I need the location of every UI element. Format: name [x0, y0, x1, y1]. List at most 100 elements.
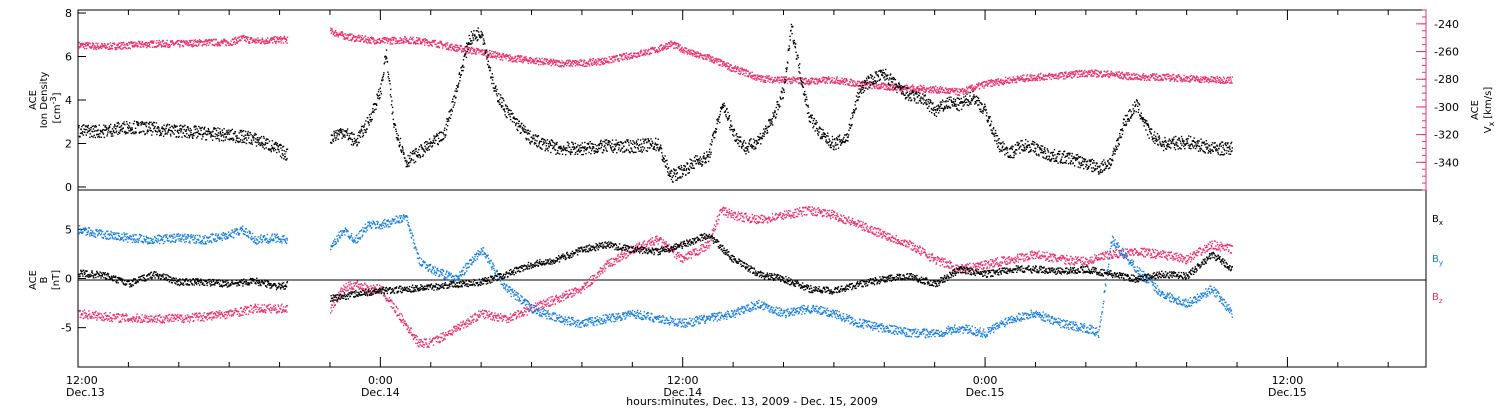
velocity-point — [373, 39, 375, 42]
velocity-point — [175, 41, 178, 43]
velocity-point — [797, 77, 799, 79]
velocity-point — [751, 75, 754, 78]
velocity-point — [542, 61, 544, 64]
velocity-point — [952, 89, 954, 91]
velocity-point — [924, 91, 926, 94]
velocity-point — [468, 48, 470, 50]
velocity-point — [1219, 76, 1221, 78]
ion-density-point — [78, 125, 80, 127]
velocity-point — [889, 86, 892, 88]
velocity-point — [851, 84, 853, 87]
velocity-point — [658, 48, 660, 50]
ion-density-point — [111, 128, 114, 130]
velocity-point — [373, 43, 376, 45]
ion-density-point — [556, 143, 558, 146]
velocity-point — [909, 87, 911, 89]
ion-density-point — [277, 148, 279, 150]
ion-density-point — [461, 65, 464, 67]
ion-density-point — [515, 124, 517, 126]
ion-density-point — [81, 133, 83, 135]
ion-density-point — [79, 135, 81, 138]
velocity-point — [449, 46, 452, 49]
ion-density-point — [567, 144, 569, 147]
velocity-point — [1045, 75, 1047, 77]
velocity-point — [195, 41, 197, 43]
velocity-point — [853, 80, 855, 82]
velocity-point — [115, 47, 117, 49]
ion-density-point — [654, 142, 656, 144]
ion-density-point — [151, 124, 153, 126]
velocity-point — [389, 39, 391, 41]
velocity-point — [146, 46, 148, 49]
ion-density-point — [503, 109, 505, 111]
velocity-point — [100, 47, 103, 50]
ion-density-point — [395, 128, 397, 130]
velocity-point — [909, 90, 911, 93]
top-left-tick-label-1: 2 — [65, 138, 72, 151]
ion-density-point — [617, 141, 619, 144]
ion-density-point — [333, 135, 336, 137]
velocity-point — [1092, 70, 1094, 73]
velocity-point — [1154, 78, 1156, 80]
ion-density-point — [685, 169, 687, 171]
velocity-point — [694, 51, 697, 54]
ion-density-point — [274, 143, 276, 145]
ion-density-point — [732, 130, 734, 133]
velocity-point — [987, 83, 989, 85]
x-tick-time-4: 12:00 — [1272, 374, 1304, 387]
ion-density-point — [607, 144, 609, 146]
ion-density-point — [475, 38, 477, 40]
velocity-point — [115, 48, 118, 51]
velocity-point — [640, 49, 642, 51]
velocity-point — [666, 47, 668, 50]
ion-density-point — [741, 147, 743, 149]
velocity-point — [718, 64, 721, 67]
velocity-point — [531, 61, 533, 63]
velocity-point — [495, 57, 497, 60]
velocity-point — [1221, 79, 1223, 81]
ion-density-point — [476, 36, 478, 38]
velocity-point — [148, 45, 150, 47]
velocity-point — [728, 69, 731, 71]
ion-density-point — [656, 146, 659, 149]
velocity-point — [1097, 70, 1100, 73]
velocity-point — [1069, 73, 1072, 75]
velocity-point — [823, 76, 826, 79]
ion-density-point — [345, 131, 348, 134]
ion-density-point — [701, 165, 703, 167]
ion-density-point — [201, 138, 203, 140]
ion-density-point — [599, 148, 601, 150]
velocity-point — [893, 83, 895, 85]
velocity-point — [953, 89, 955, 92]
velocity-point — [353, 35, 355, 37]
velocity-point — [453, 45, 456, 48]
velocity-point — [946, 91, 948, 93]
velocity-point — [526, 59, 528, 61]
velocity-point — [959, 91, 961, 94]
velocity-point — [656, 49, 658, 51]
velocity-point — [1188, 77, 1190, 79]
velocity-point — [978, 87, 981, 90]
velocity-point — [416, 40, 419, 42]
ion-density-point — [268, 148, 270, 150]
velocity-point — [754, 77, 756, 79]
velocity-point — [161, 41, 163, 43]
velocity-point — [1074, 70, 1076, 72]
velocity-point — [283, 36, 286, 39]
ion-density-point — [255, 133, 257, 136]
ion-density-point — [400, 151, 403, 153]
ion-density-point — [130, 132, 132, 135]
ion-density-point — [450, 108, 453, 110]
ion-density-point — [208, 130, 210, 133]
velocity-point — [543, 61, 545, 63]
ion-density-point — [432, 141, 435, 143]
velocity-point — [807, 83, 809, 85]
velocity-point — [816, 83, 818, 85]
velocity-point — [650, 48, 652, 50]
velocity-point — [440, 42, 443, 44]
ion-density-point — [588, 142, 590, 145]
ion-density-point — [565, 154, 567, 156]
ion-density-point — [255, 145, 258, 147]
ion-density-point — [371, 118, 373, 121]
velocity-point — [1058, 77, 1060, 79]
